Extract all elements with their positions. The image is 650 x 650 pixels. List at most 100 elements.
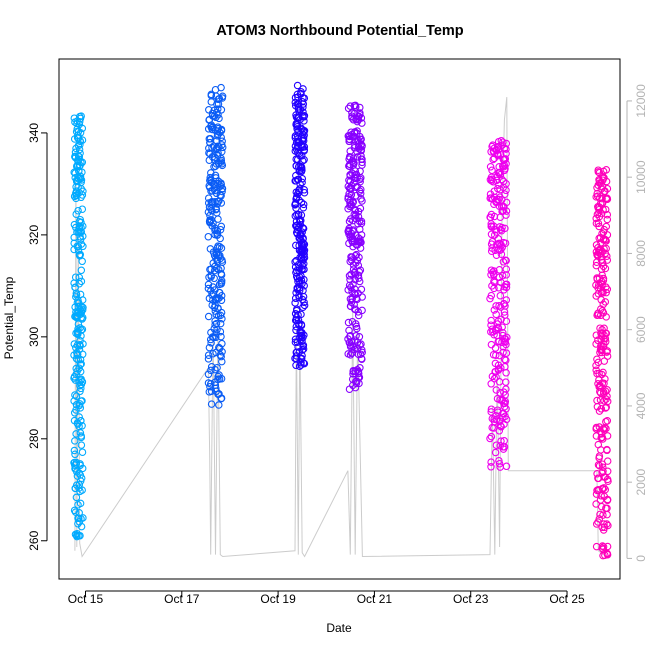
data-point [487,291,496,300]
point-burst [592,166,612,560]
data-point [213,145,221,153]
data-point [77,178,85,186]
data-point [501,363,509,371]
data-point [487,380,495,388]
data-point [212,319,221,328]
data-point [216,234,224,243]
data-point [78,124,87,133]
data-point [597,288,606,297]
y-tick-label: 300 [27,327,41,347]
data-point [599,309,608,317]
data-point [294,210,303,219]
data-point [298,346,307,354]
data-point [218,339,226,348]
data-point [205,388,214,396]
data-point [487,177,496,185]
data-point [490,200,498,208]
data-point [292,322,301,331]
data-point [345,217,354,226]
data-point [299,200,308,209]
data-point [602,166,611,174]
data-point [73,468,81,476]
data-point [597,434,605,442]
data-point [487,340,496,349]
data-point [599,485,607,493]
data-point [500,282,509,291]
data-point [292,171,300,180]
data-point [72,493,81,502]
data-point [499,342,507,351]
data-point [76,252,84,260]
y-tick-label: 260 [27,530,41,550]
data-point [77,376,85,385]
data-point [72,223,80,232]
data-point [214,177,223,186]
line-series-path [74,97,604,558]
data-point [345,326,353,335]
data-point [207,187,215,195]
y-tick-label: 320 [27,225,41,245]
data-point [209,219,217,227]
data-point [603,210,612,219]
data-point [502,317,511,325]
data-point [596,345,605,354]
data-point [602,283,610,291]
data-point [217,125,226,134]
data-point [75,145,84,154]
data-point [298,174,307,183]
data-point [292,266,301,275]
data-point [595,168,604,177]
data-point [216,327,225,336]
data-point [294,316,303,325]
data-point [592,340,600,348]
data-point [215,371,223,379]
data-point [496,441,505,450]
data-point [204,280,213,289]
data-point [204,199,213,207]
data-point [70,458,79,467]
data-point [492,386,501,394]
data-point [595,407,604,415]
data-point [486,176,495,184]
data-point [210,106,218,115]
data-point [75,217,84,226]
data-point [345,272,354,280]
data-point [603,348,611,356]
data-point [592,490,601,498]
data-point [358,155,366,164]
data-point [601,298,610,306]
point-burst [70,112,87,541]
data-point [205,149,213,157]
data-point [354,311,363,320]
data-point [499,409,508,418]
data-point [214,105,222,113]
data-point [205,135,214,143]
data-point [70,351,78,359]
data-point [599,262,608,271]
data-point [490,277,498,286]
data-point [492,146,501,155]
data-point [603,445,611,454]
data-point [207,98,216,106]
data-point [357,146,366,155]
data-point [210,274,218,283]
data-point [596,496,605,504]
data-point [502,145,510,153]
data-point [78,448,87,456]
data-point [213,208,221,217]
data-point [598,329,606,337]
data-point [78,464,87,473]
data-point [205,182,213,190]
data-point [351,285,359,293]
data-point [298,98,307,106]
data-point [598,229,606,238]
x-tick-label: Oct 19 [260,592,296,606]
data-point [78,306,87,314]
data-point [490,306,499,314]
data-point [600,423,609,432]
data-point [215,242,224,251]
data-point [208,291,216,299]
data-point [217,277,226,285]
data-point [345,152,354,161]
data-point [214,304,222,313]
